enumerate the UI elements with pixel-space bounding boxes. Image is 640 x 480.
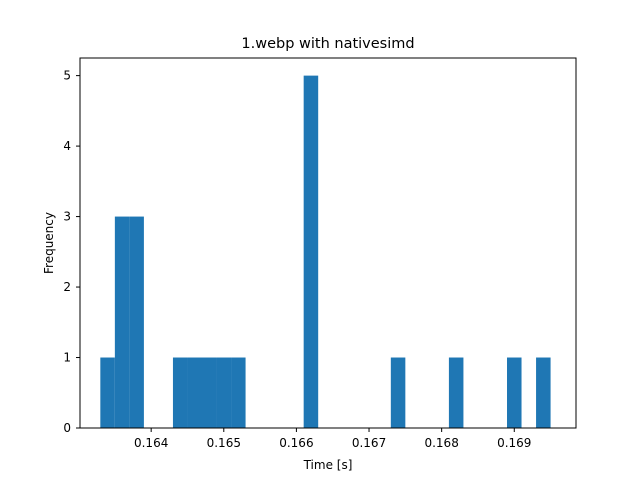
- y-axis-label: Frequency: [42, 212, 56, 274]
- y-tick-label: 2: [63, 280, 71, 294]
- histogram-bar-1: [114, 216, 130, 428]
- histogram-bar-2: [129, 216, 144, 428]
- x-tick-label: 0.168: [424, 436, 458, 450]
- histogram-bar-6: [216, 357, 232, 428]
- histogram-bar-12: [536, 357, 551, 428]
- x-tick-label: 0.166: [279, 436, 313, 450]
- y-tick-label: 5: [63, 69, 71, 83]
- histogram-bar-7: [231, 357, 246, 428]
- x-axis-ticks: 0.164 0.165 0.166 0.167 0.168 0.169: [134, 428, 531, 450]
- histogram-bar-9: [390, 357, 406, 428]
- y-axis-ticks: 0 1 2 3 4 5: [63, 69, 80, 435]
- x-axis-label: Time [s]: [303, 458, 353, 472]
- histogram-bar-10: [448, 357, 464, 428]
- y-tick-label: 3: [63, 210, 71, 224]
- histogram-bar-0: [100, 357, 115, 428]
- y-tick-label: 4: [63, 139, 71, 153]
- histogram-bar-3: [172, 357, 188, 428]
- y-tick-label: 1: [63, 351, 71, 365]
- histogram-bar-8: [303, 75, 319, 429]
- x-tick-label: 0.165: [207, 436, 241, 450]
- x-tick-label: 0.164: [134, 436, 168, 450]
- histogram-bars: [100, 75, 551, 429]
- histogram-bar-5: [202, 357, 217, 428]
- chart-title: 1.webp with nativesimd: [241, 36, 414, 52]
- y-tick-label: 0: [63, 421, 71, 435]
- x-tick-label: 0.167: [352, 436, 386, 450]
- histogram-bar-4: [187, 357, 202, 428]
- plot-area-frame: [79, 57, 577, 429]
- histogram-bar-11: [507, 357, 522, 428]
- x-tick-label: 0.169: [497, 436, 531, 450]
